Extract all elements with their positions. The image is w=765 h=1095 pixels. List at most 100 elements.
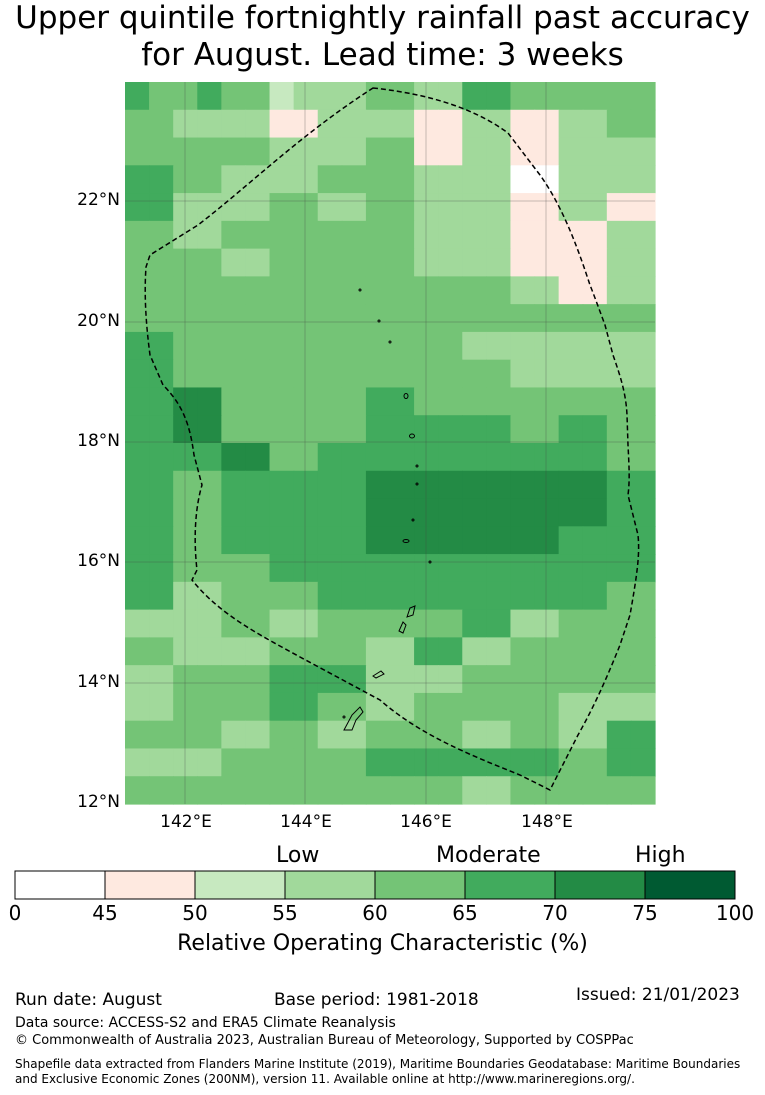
- grid-cell: [341, 387, 367, 416]
- grid-cell: [534, 387, 560, 416]
- grid-cell: [365, 165, 391, 194]
- grid-cell: [269, 387, 295, 416]
- grid-cell: [462, 276, 487, 305]
- grid-cell: [197, 276, 222, 305]
- grid-cell: [414, 581, 439, 611]
- grid-cell: [221, 276, 247, 305]
- grid-cell: [173, 137, 198, 166]
- grid-cell: [197, 359, 222, 389]
- grid-cell: [197, 109, 222, 139]
- graticule-lines: [125, 82, 655, 804]
- grid-cell: [317, 776, 343, 805]
- grid-cell: [173, 720, 198, 750]
- base-period: Base period: 1981-2018: [274, 990, 479, 1010]
- grid-cell: [630, 359, 656, 389]
- maug-island: [377, 319, 381, 323]
- grid-cell: [630, 665, 656, 694]
- grid-cell: [462, 331, 487, 361]
- grid-cell: [269, 359, 295, 389]
- grid-cell: [534, 526, 560, 555]
- grid-cell: [269, 665, 295, 694]
- agrihan-island: [403, 393, 409, 399]
- grid-cell: [293, 581, 319, 611]
- grid-cell: [173, 220, 198, 250]
- grid-cell: [293, 692, 319, 722]
- grid-cell: [365, 637, 391, 666]
- grid-cell: [149, 304, 174, 333]
- grid-cell: [462, 470, 487, 500]
- grid-cell: [486, 220, 512, 250]
- grid-cell: [414, 331, 439, 361]
- grid-cell: [606, 193, 632, 222]
- grid-cell: [558, 748, 584, 777]
- grid-cell: [245, 748, 271, 777]
- grid-cell: [390, 554, 415, 583]
- grid-cell: [149, 415, 174, 444]
- grid-cell: [630, 637, 656, 666]
- colorbar-segment: [104, 870, 196, 900]
- grid-cell: [269, 137, 295, 166]
- grid-cell: [125, 498, 150, 527]
- grid-cell: [245, 359, 271, 389]
- colorbar-segment: [374, 870, 466, 900]
- grid-cell: [606, 109, 632, 139]
- grid-cell: [221, 748, 247, 777]
- grid-cell: [269, 248, 295, 277]
- grid-cell: [582, 665, 608, 694]
- grid-cell: [293, 554, 319, 583]
- grid-cell: [125, 526, 150, 555]
- grid-cell: [125, 609, 150, 638]
- grid-cell: [438, 748, 463, 777]
- grid-cell: [341, 137, 367, 166]
- grid-cell: [317, 748, 343, 777]
- grid-cell: [606, 137, 632, 166]
- grid-cell: [341, 220, 367, 250]
- data-source: Data source: ACCESS-S2 and ERA5 Climate …: [15, 1015, 396, 1031]
- grid-cell: [293, 193, 319, 222]
- grid-cell: [365, 415, 391, 444]
- rainfall-accuracy-map: [125, 82, 656, 805]
- colorbar-segment: [14, 870, 106, 900]
- grid-cell: [125, 776, 150, 805]
- grid-cell: [486, 415, 512, 444]
- lat-label-22n: 22°N: [77, 190, 120, 210]
- grid-cell: [510, 304, 536, 333]
- grid-cell: [606, 720, 632, 750]
- grid-cell: [221, 526, 247, 555]
- farallon-de-medinilla-island: [428, 560, 432, 564]
- grid-cell: [558, 526, 584, 555]
- grid-cell: [558, 637, 584, 666]
- grid-cell: [390, 193, 415, 222]
- grid-cell: [149, 276, 174, 305]
- grid-cell: [390, 720, 415, 750]
- grid-cell: [606, 526, 632, 555]
- grid-cell: [317, 109, 343, 139]
- grid-cell: [438, 248, 463, 277]
- grid-cell: [534, 665, 560, 694]
- grid-cell: [269, 276, 295, 305]
- grid-cell: [293, 220, 319, 250]
- grid-cell: [534, 692, 560, 722]
- grid-cell: [462, 109, 487, 139]
- grid-cell: [293, 137, 319, 166]
- grid-cell: [221, 609, 247, 638]
- grid-cell: [558, 193, 584, 222]
- grid-cell: [534, 331, 560, 361]
- grid-cell: [293, 526, 319, 555]
- grid-cell: [245, 82, 271, 111]
- grid-cell: [630, 748, 656, 777]
- grid-cell: [582, 443, 608, 472]
- grid-cell: [606, 248, 632, 277]
- grid-cell: [558, 665, 584, 694]
- grid-cell: [390, 665, 415, 694]
- grid-cell: [390, 276, 415, 305]
- grid-cell: [317, 637, 343, 666]
- grid-cell: [606, 498, 632, 527]
- grid-cell: [582, 193, 608, 222]
- grid-cell: [149, 665, 174, 694]
- grid-cell: [462, 359, 487, 389]
- grid-cell: [293, 109, 319, 139]
- grid-cell: [245, 193, 271, 222]
- grid-cell: [534, 304, 560, 333]
- grid-cell: [582, 748, 608, 777]
